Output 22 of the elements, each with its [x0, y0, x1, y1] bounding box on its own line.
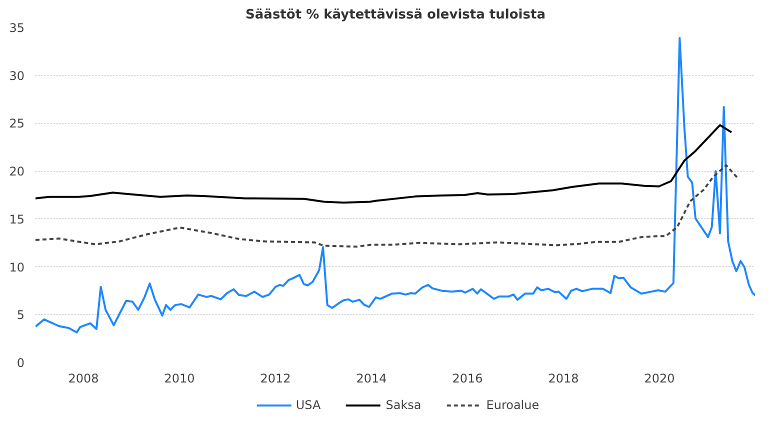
line-series [36, 124, 732, 204]
y-tick-label: 5 [16, 308, 25, 322]
y-tick-label: 10 [9, 260, 25, 274]
x-tick-label: 2010 [164, 372, 195, 386]
x-tick-label: 2012 [260, 372, 291, 386]
x-tick-label: 2008 [68, 372, 99, 386]
y-tick-label: 25 [9, 116, 25, 131]
y-tick-label: 0 [16, 356, 25, 370]
y-tick-label: 20 [9, 164, 25, 179]
x-tick-label: 2018 [548, 372, 579, 386]
x-tick-label: 2014 [356, 372, 387, 386]
x-tick-label: 2016 [452, 372, 483, 386]
line-series [36, 164, 740, 248]
line-series [36, 37, 755, 334]
y-tick-label: 15 [9, 212, 25, 226]
chart-title: Säästöt % käytettävissä olevista tuloista [246, 8, 546, 22]
legend-label: Euroalue [486, 398, 540, 412]
legend-label: USA [296, 398, 321, 412]
x-tick-label: 2020 [644, 372, 675, 386]
legend-label: Saksa [386, 398, 422, 412]
y-tick-label: 35 [9, 21, 25, 35]
y-tick-label: 30 [9, 68, 25, 83]
